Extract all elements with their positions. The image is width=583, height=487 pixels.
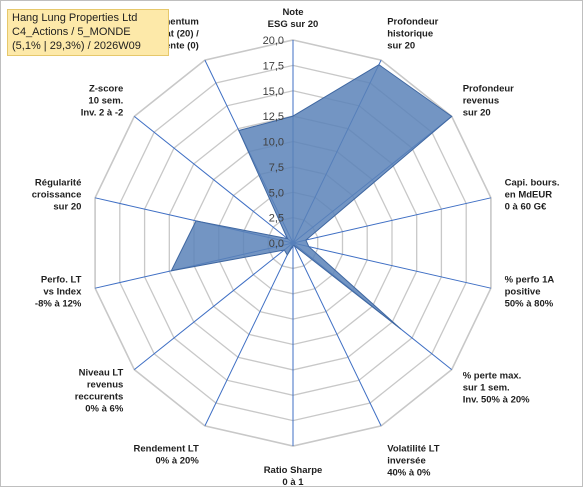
axis-label: Niveau LT revenus reccurents 0% à 6% <box>75 367 124 414</box>
axis-label: Rendement LT 0% à 20% <box>134 444 200 467</box>
axis-label-line: Ratio Sharpe <box>264 465 323 476</box>
axis-label-line: 0 à 1 <box>282 477 304 486</box>
tick-label: 20,0 <box>263 35 284 47</box>
axis-spoke <box>292 197 492 244</box>
axis-label: Profondeur historique sur 20 <box>387 17 438 52</box>
axis-spoke <box>292 242 382 427</box>
axis-label-line: Capi. bours. <box>505 178 560 189</box>
axis-label-line: Achat (20) / <box>148 29 200 40</box>
tick-layer: 0,0 2,5 5,0 7,5 10,0 12,5 15,0 17,5 20,0 <box>263 35 284 250</box>
axis-label-line: revenus <box>87 379 123 390</box>
axis-label-line: sur 20 <box>53 202 81 213</box>
axis-label-line: historique <box>387 29 433 40</box>
tick-label: 5,0 <box>269 187 284 199</box>
axis-label-line: % perfo 1A <box>505 274 555 285</box>
tick-label: 15,0 <box>263 86 284 98</box>
axis-label-layer: Note ESG sur 20 Profondeur historique sur 20… <box>32 7 560 486</box>
axis-label-line: en MdEUR <box>505 190 553 201</box>
tick-label: 7,5 <box>269 162 284 174</box>
series-layer <box>170 64 453 330</box>
chart-title-line: C4_Actions / 5_MONDE <box>12 26 131 38</box>
axis-label-line: sur 20 <box>463 108 491 119</box>
axis-label: Perfo. LT vs Index -8% à 12% <box>35 274 82 309</box>
axis-label-line: Volatilité LT <box>387 444 440 455</box>
axis-label-line: 40% à 0% <box>387 468 431 479</box>
tick-label: 10,0 <box>263 137 284 149</box>
axis-label-line: 0% à 20% <box>155 456 199 467</box>
axis-label-line: sur 1 sem. <box>463 382 510 393</box>
chart-title-line: Hang Lung Properties Ltd <box>12 12 138 24</box>
axis-label-line: vs Index <box>43 286 82 297</box>
axis-label-line: Profondeur <box>387 17 438 28</box>
axis-label-line: Régularité <box>35 178 81 189</box>
axis-label: Z-score 10 sem. Inv. 2 à -2 <box>81 84 124 119</box>
axis-label: Ratio Sharpe 0 à 1 <box>264 465 323 486</box>
axis-label-line: -8% à 12% <box>35 298 82 309</box>
axis-label-line: Vente (0) <box>159 41 199 52</box>
axis-label: % perfo 1A positive 50% à 80% <box>505 274 555 309</box>
axis-spoke <box>133 116 294 244</box>
axis-label: Note ESG sur 20 <box>268 7 319 30</box>
axis-label-line: inversée <box>387 456 426 467</box>
axis-label: Régularité croissance sur 20 <box>32 178 82 213</box>
axis-label-line: Note <box>282 7 303 18</box>
axis-label-line: Niveau LT <box>79 367 124 378</box>
axis-label-line: revenus <box>463 96 499 107</box>
series-area <box>170 64 453 330</box>
axis-spoke <box>204 242 294 427</box>
chart-title-line: (5,1% | 29,3%) / 2026W09 <box>12 40 141 52</box>
axis-label-line: 50% à 80% <box>505 298 554 309</box>
axis-label-line: Rendement LT <box>134 444 199 455</box>
axis-label-line: positive <box>505 286 541 297</box>
axis-label-line: reccurents <box>75 391 124 402</box>
axis-label-line: Z-score <box>89 84 123 95</box>
axis-label: Volatilité LT inversée 40% à 0% <box>387 444 440 479</box>
axis-label: Profondeur revenus sur 20 <box>463 84 514 119</box>
tick-label: 0,0 <box>269 238 284 250</box>
axis-label-line: 10 sem. <box>88 96 123 107</box>
axis-spoke <box>292 242 492 289</box>
axis-label-line: % perte max. <box>463 370 522 381</box>
axis-label-line: Inv. 2 à -2 <box>81 108 124 119</box>
axis-label-line: Profondeur <box>463 84 514 95</box>
axis-label-line: ESG sur 20 <box>268 19 319 30</box>
axis-label: % perte max. sur 1 sem. Inv. 50% à 20% <box>463 370 530 405</box>
tick-label: 2,5 <box>269 213 284 225</box>
chart-title-box: Hang Lung Properties Ltd C4_Actions / 5_… <box>7 9 169 56</box>
axis-spoke <box>133 242 294 370</box>
axis-label-line: Perfo. LT <box>41 274 82 285</box>
axis-label-line: Momentum <box>148 17 199 28</box>
axis-label-line: sur 20 <box>387 41 415 52</box>
axis-label-line: Inv. 50% à 20% <box>463 394 530 405</box>
axis-label: Momentum Achat (20) / Vente (0) <box>148 17 200 52</box>
axis-label: Capi. bours. en MdEUR 0 à 60 G€ <box>505 178 560 213</box>
tick-label: 12,5 <box>263 111 284 123</box>
tick-label: 17,5 <box>263 60 284 72</box>
axis-label-line: 0 à 60 G€ <box>505 202 547 213</box>
axis-label-line: croissance <box>32 190 82 201</box>
axis-label-line: 0% à 6% <box>85 403 124 414</box>
